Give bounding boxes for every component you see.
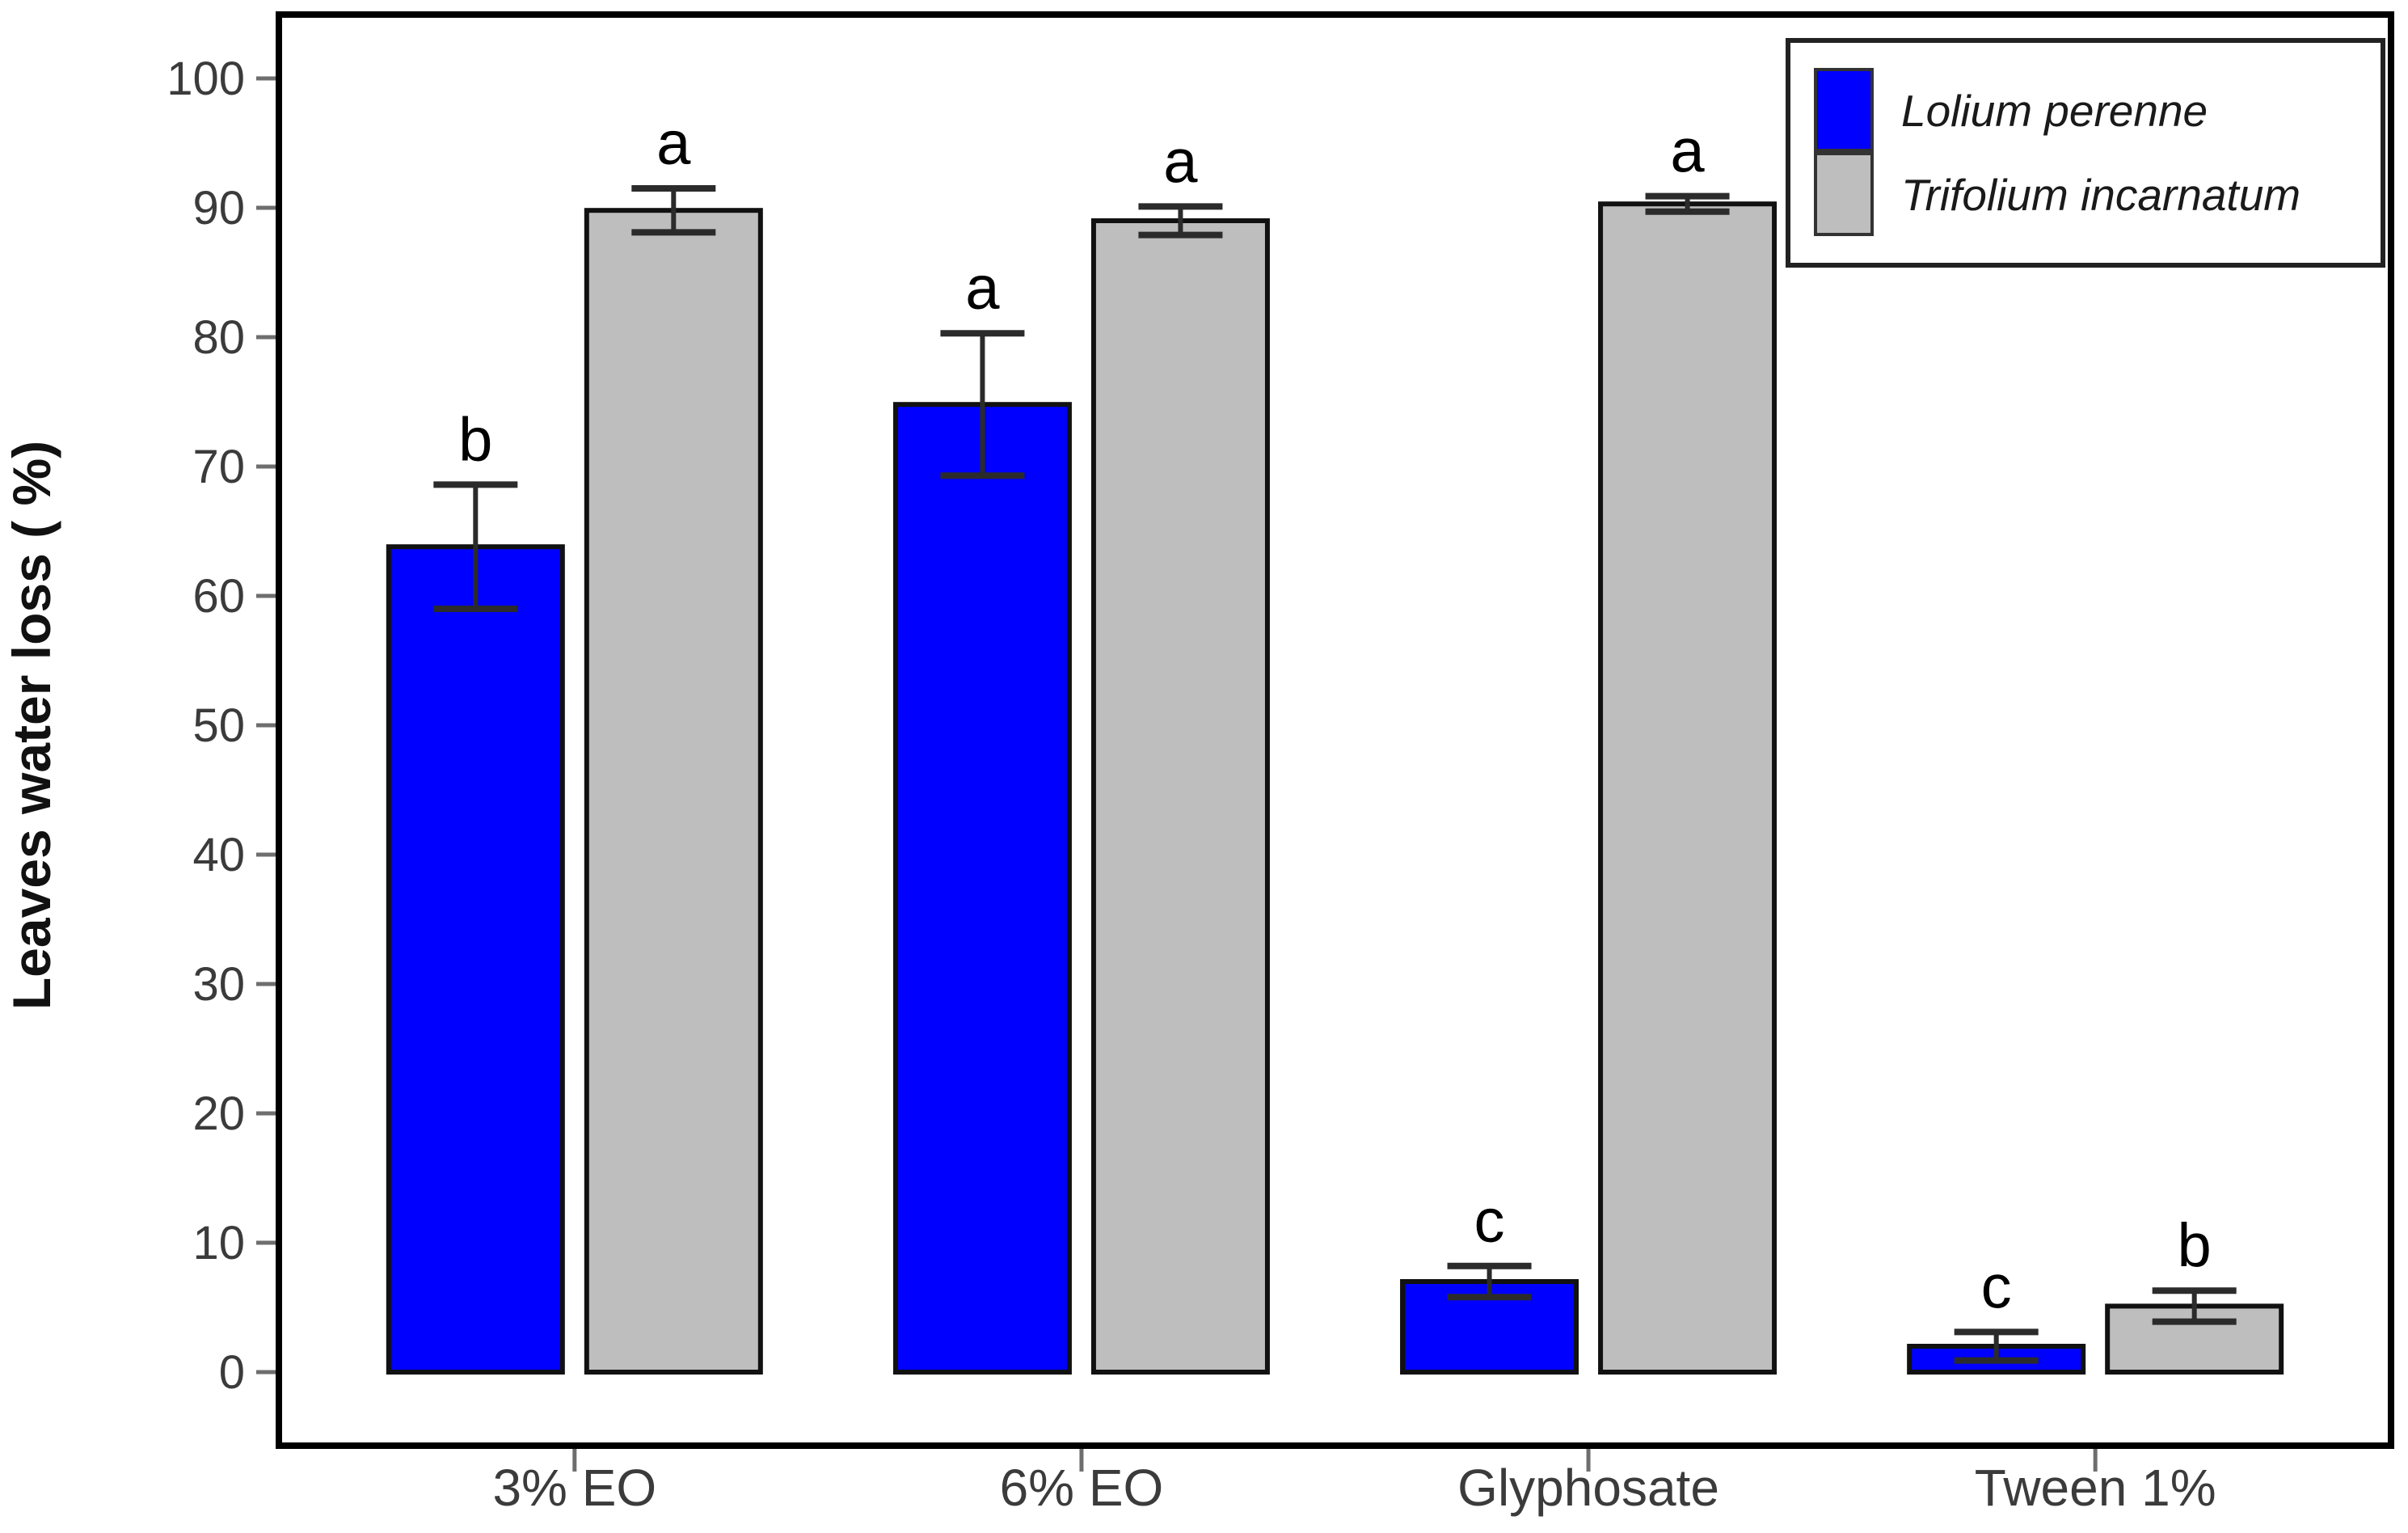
sig-letter: a [1670,117,1705,186]
x-tick-label: 6% EO [1000,1459,1164,1517]
y-tick-label: 60 [192,570,245,623]
sig-letter: a [965,254,1000,323]
bar-trifolium-incarnatum-3 [1598,201,1778,1375]
legend-swatch-1 [1814,68,1874,152]
legend-label-1: Lolium perenne [1901,86,2208,136]
y-axis-title: Leaves water loss ( %) [2,441,61,1010]
legend-box [1786,38,2385,268]
plot-frame [276,11,2394,1449]
y-tick-label: 80 [192,311,245,364]
y-tick-label: 40 [192,829,245,881]
sig-letter: c [1981,1252,2012,1321]
sig-letter: b [2178,1211,2212,1280]
bar-lolium-perenne-2 [892,402,1072,1375]
sig-letter: b [458,405,492,474]
sig-letter: a [1163,127,1198,196]
bar-trifolium-incarnatum-2 [1090,218,1270,1375]
x-tick-label: Tween 1% [1975,1459,2216,1517]
sig-letter: a [656,109,691,178]
bar-lolium-perenne-1 [386,544,565,1375]
legend-label-2: Trifolium incarnatum [1901,170,2300,220]
y-tick-label: 50 [192,699,245,752]
sig-letter: c [1474,1187,1505,1256]
legend-swatch-2 [1814,152,1874,236]
x-tick-label: 3% EO [492,1459,656,1517]
bar-trifolium-incarnatum-1 [584,208,763,1375]
bar-trifolium-incarnatum-4 [2105,1303,2284,1375]
y-tick-label: 30 [192,958,245,1011]
x-tick-label: Glyphosate [1457,1459,1719,1517]
y-tick-label: 10 [192,1217,245,1269]
y-tick-label: 70 [192,441,245,493]
y-tick-label: 20 [192,1087,245,1140]
y-tick-label: 90 [192,182,245,234]
y-tick-label: 100 [167,53,245,105]
y-tick-label: 0 [219,1346,245,1399]
